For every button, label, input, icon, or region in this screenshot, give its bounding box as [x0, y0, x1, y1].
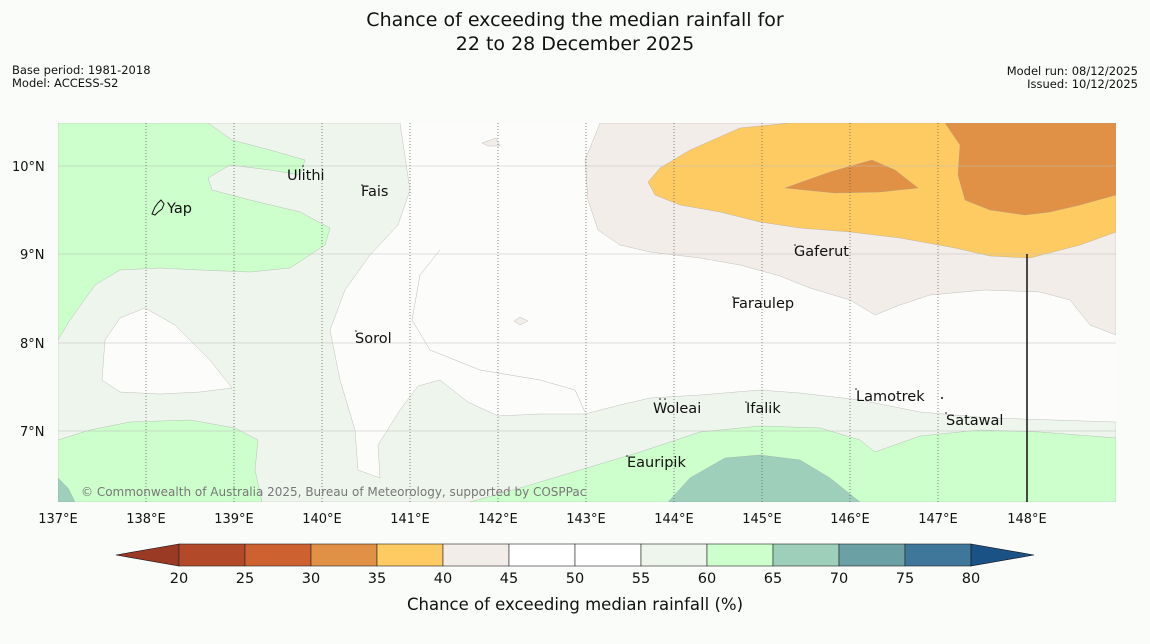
colorbar-tick-70: 70 [830, 571, 848, 587]
place-sorol: Sorol [355, 331, 392, 347]
atoll-markers [302, 165, 947, 457]
model-name: Model: ACCESS-S2 [12, 76, 119, 90]
lat-label-7: 7°N [20, 425, 45, 440]
colorbar-extend-low [115, 543, 180, 567]
map-title: Chance of exceeding the median rainfall … [0, 8, 1150, 56]
colorbar-segment-45-50 [508, 543, 576, 567]
colorbar: 20 25 30 35 40 45 50 55 60 65 70 75 80 [115, 543, 1035, 587]
colorbar-segment-55-60 [640, 543, 708, 567]
lon-label-139: 139°E [214, 512, 254, 527]
colorbar-tick-20: 20 [170, 571, 188, 587]
meta-right: Model run: 08/12/2025 Issued: 10/12/2025 [1007, 65, 1138, 91]
lat-label-9: 9°N [20, 248, 45, 263]
lon-labels: 137°E 138°E 139°E 140°E 141°E 142°E 143°… [38, 512, 1047, 527]
gaferut-marker [794, 244, 796, 246]
colorbar-segment-25-30 [244, 543, 312, 567]
field-65-70-sw [58, 477, 76, 502]
field-60-65-west [58, 123, 331, 341]
sorol-marker [355, 330, 357, 332]
field-faint-contour [411, 249, 586, 413]
place-yap: Yap [166, 201, 192, 217]
yap-island-icon [151, 199, 165, 216]
colorbar-segment-40-45 [442, 543, 510, 567]
colorbar-tick-65: 65 [764, 571, 782, 587]
ifalik-marker [745, 401, 747, 403]
woleai-marker-2 [664, 398, 666, 400]
lon-label-145: 145°E [742, 512, 782, 527]
base-period: Base period: 1981-2018 [12, 63, 151, 77]
field-30-35-small [784, 159, 919, 194]
lat-label-10: 10°N [12, 160, 45, 175]
place-labels: Yap Ulithi Fais Gaferut Faraulep Sorol L… [166, 168, 1003, 471]
place-gaferut: Gaferut [794, 244, 849, 260]
field-60-65-south [58, 419, 263, 502]
field-55-60 [58, 123, 1116, 502]
lat-label-8: 8°N [20, 337, 45, 352]
lon-label-144: 144°E [654, 512, 694, 527]
lon-label-138: 138°E [126, 512, 166, 527]
lon-label-142: 142°E [478, 512, 518, 527]
gridlines [58, 123, 1116, 502]
colorbar-segment-70-75 [838, 543, 906, 567]
lon-label-143: 143°E [566, 512, 606, 527]
woleai-marker [659, 398, 661, 400]
place-satawal: Satawal [946, 413, 1003, 429]
colorbar-tick-25: 25 [236, 571, 254, 587]
field-65-70 [667, 454, 861, 502]
colorbar-tick-55: 55 [632, 571, 650, 587]
colorbar-segment-60-65 [706, 543, 774, 567]
colorbar-tick-40: 40 [434, 571, 452, 587]
field-30-35 [944, 123, 1116, 216]
issued-date: Issued: 10/12/2025 [1027, 77, 1138, 91]
lon-label-148: 148°E [1007, 512, 1047, 527]
place-ifalik: Ifalik [746, 401, 781, 417]
lon-label-140: 140°E [302, 512, 342, 527]
colorbar-tick-50: 50 [566, 571, 584, 587]
colorbar-tick-30: 30 [302, 571, 320, 587]
field-45-55-hole [101, 307, 233, 395]
colorbar-segment-75-80 [904, 543, 972, 567]
place-lamotrek: Lamotrek [856, 389, 925, 405]
title-line-2: 22 to 28 December 2025 [455, 33, 695, 55]
place-ulithi: Ulithi [287, 168, 325, 184]
colorbar-extend-high [970, 543, 1035, 567]
meta-left: Base period: 1981-2018 Model: ACCESS-S2 [12, 64, 151, 90]
lat-labels: 10°N 9°N 8°N 7°N [12, 160, 45, 440]
fais-marker [361, 184, 363, 186]
colorbar-segment-20-25 [178, 543, 246, 567]
colorbar-tick-45: 45 [500, 571, 518, 587]
faraulep-marker [732, 296, 734, 298]
colorbar-tick-60: 60 [698, 571, 716, 587]
colorbar-tick-35: 35 [368, 571, 386, 587]
lon-label-137: 137°E [38, 512, 78, 527]
lon-label-147: 147°E [918, 512, 958, 527]
colorbar-segment-30-35 [310, 543, 378, 567]
contour-field [58, 123, 1116, 502]
place-eauripik: Eauripik [627, 455, 686, 471]
eauripik-marker [626, 455, 628, 457]
copyright-text: © Commonwealth of Australia 2025, Bureau… [81, 485, 586, 499]
colorbar-tick-75: 75 [896, 571, 914, 587]
place-woleai: Woleai [653, 401, 701, 417]
title-line-1: Chance of exceeding the median rainfall … [366, 9, 784, 31]
colorbar-title: Chance of exceeding median rainfall (%) [407, 595, 743, 614]
place-fais: Fais [361, 184, 388, 200]
lon-label-141: 141°E [390, 512, 430, 527]
model-run: Model run: 08/12/2025 [1006, 64, 1138, 78]
colorbar-segment-50-55 [574, 543, 642, 567]
colorbar-segment-35-40 [376, 543, 444, 567]
lamotrek-dot-marker [941, 397, 943, 399]
lamotrek-marker [855, 388, 857, 390]
field-small-beige-2 [513, 316, 529, 326]
ulithi-marker [302, 165, 304, 167]
colorbar-segment-65-70 [772, 543, 840, 567]
lon-label-146: 146°E [830, 512, 870, 527]
place-faraulep: Faraulep [732, 296, 794, 312]
colorbar-tick-80: 80 [962, 571, 980, 587]
satawal-marker [945, 412, 947, 414]
field-small-beige [481, 137, 501, 147]
